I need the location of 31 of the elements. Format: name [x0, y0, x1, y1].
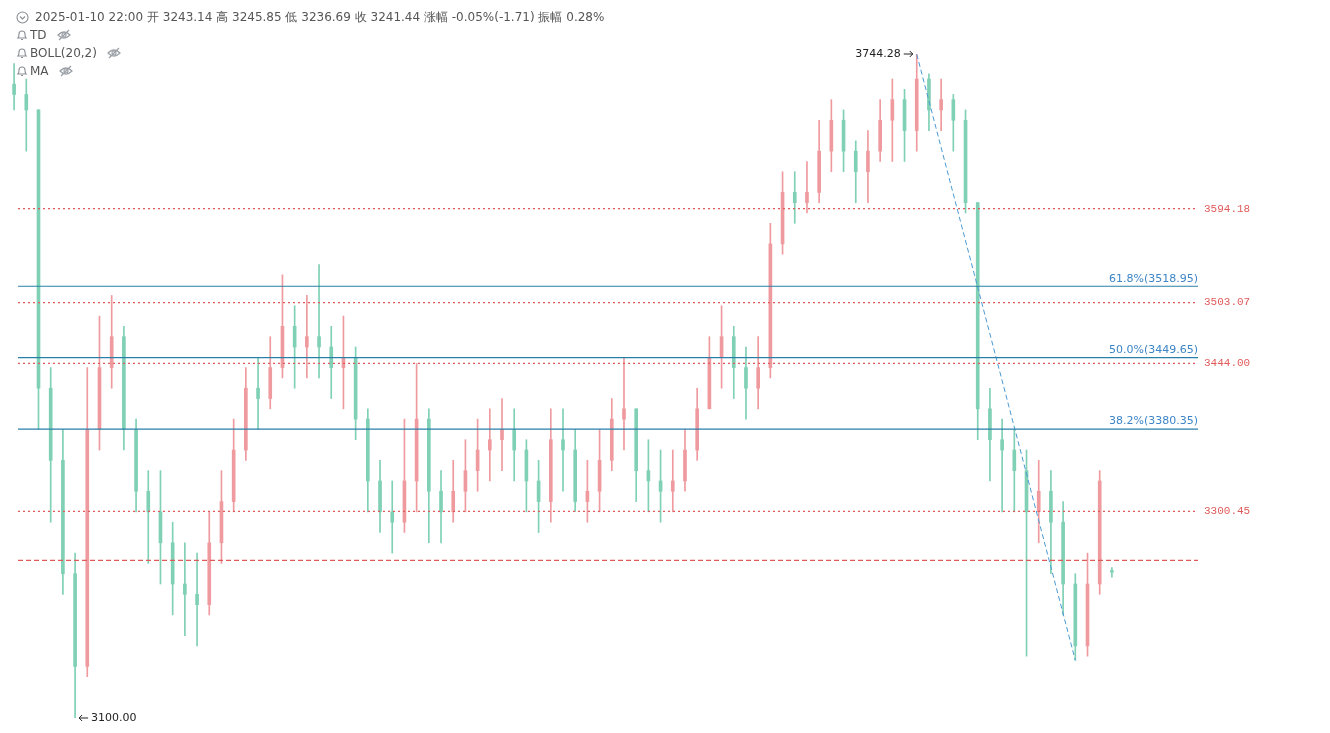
candlestick: [561, 408, 565, 492]
candlestick: [670, 449, 675, 513]
candlestick: [317, 264, 321, 379]
candlestick: [12, 63, 16, 111]
candlestick: [24, 78, 29, 152]
candlestick: [500, 398, 504, 471]
ref-line-label: 3300.45: [1204, 505, 1251, 518]
ref-line-label: 3594.18: [1204, 202, 1251, 215]
annotation: BOLL(20,2): [30, 46, 97, 60]
candlestick: [305, 295, 309, 379]
candlestick: [146, 470, 151, 564]
annotation: MA: [30, 64, 49, 78]
candlestick: [792, 171, 797, 224]
candlestick: [183, 542, 187, 636]
ref-line-label: 61.8%(3518.95): [1108, 271, 1198, 285]
candlestick: [256, 356, 260, 430]
candlestick: [390, 480, 395, 554]
candlestick: [939, 78, 943, 131]
ref-line-label: 38.2%(3380.35): [1108, 414, 1198, 428]
text: TD: [30, 28, 47, 42]
candlestick: [805, 161, 809, 214]
candlestick: [487, 408, 492, 482]
text: 2025-01-10 22:00 开 3243.14 高 3245.85 低 3236.69 收 3241.44 涨幅 -0.05%(-1.71) 振幅 0.28%: [35, 8, 605, 26]
candlestick: [195, 552, 199, 647]
ref-line-label: 50.0%(3449.65): [1108, 343, 1198, 357]
annotation: 3744.28: [855, 46, 901, 60]
candlestick: [622, 356, 626, 451]
candlestick: [1000, 418, 1004, 513]
ref-line-label: 3444.00: [1204, 357, 1251, 370]
ref-line-label: 3503.07: [1204, 296, 1251, 309]
annotation: 3100.00: [91, 710, 137, 724]
